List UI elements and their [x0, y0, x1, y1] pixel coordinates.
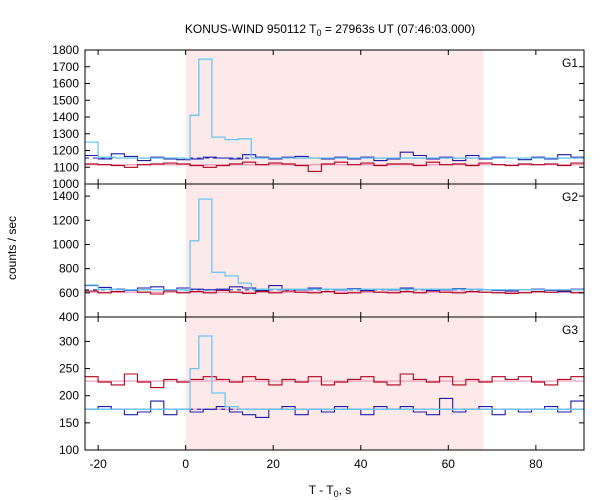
g2-burst-series — [85, 198, 584, 292]
g1-red-series — [85, 161, 585, 172]
g1-y-tick-label: 1100 — [53, 160, 79, 174]
g3-y-tick-label: 250 — [59, 362, 79, 376]
g2-y-tick-label: 1400 — [52, 189, 79, 203]
g1-y-tick-label: 1400 — [52, 110, 79, 124]
g1-y-tick-label: 1600 — [52, 77, 79, 91]
g3-y-tick-label: 300 — [59, 334, 79, 348]
chart-title: KONUS-WIND 950112 T0 = 27963s UT (07:46:… — [185, 22, 475, 38]
g3-panel-label: G3 — [562, 323, 578, 337]
x-tick-label: 60 — [442, 457, 456, 471]
y-axis-label: counts / sec — [5, 216, 19, 280]
g3-y-tick-label: 100 — [59, 443, 79, 457]
x-tick-label: 40 — [354, 457, 368, 471]
g2-y-tick-label: 1000 — [52, 237, 79, 251]
g2-y-tick-label: 800 — [59, 262, 79, 276]
g1-panel-label: G1 — [562, 56, 578, 70]
g3-y-tick-label: 150 — [59, 416, 79, 430]
g2-red-series — [85, 289, 585, 295]
g2-panel-label: G2 — [562, 190, 578, 204]
g1-y-tick-label: 1300 — [52, 127, 79, 141]
x-tick-label: 80 — [529, 457, 543, 471]
g3-y-tick-label: 200 — [59, 389, 79, 403]
x-tick-label: 20 — [267, 457, 281, 471]
x-axis-label: T - T0, s — [309, 483, 352, 499]
g2-y-tick-label: 600 — [59, 286, 79, 300]
g1-burst-series — [85, 58, 584, 160]
g1-y-tick-label: 1000 — [52, 177, 79, 191]
g3-panel-frame — [84, 316, 585, 451]
g3-red-series — [85, 373, 585, 389]
x-tick-label: -20 — [89, 457, 107, 471]
g2-y-tick-label: 400 — [59, 310, 79, 324]
g1-y-tick-label: 1700 — [52, 60, 79, 74]
g2-shaded-interval — [185, 184, 484, 317]
g3-burst-series — [85, 335, 584, 410]
g3-blue-series — [85, 397, 585, 418]
g1-y-tick-label: 1200 — [52, 144, 79, 158]
g1-y-tick-label: 1500 — [52, 93, 79, 107]
g1-y-tick-label: 1800 — [52, 43, 79, 57]
x-tick-label: 0 — [182, 457, 189, 471]
plot-layer: 100011001200130014001500160017001800G140… — [52, 43, 585, 471]
g2-y-tick-label: 1200 — [52, 213, 79, 227]
